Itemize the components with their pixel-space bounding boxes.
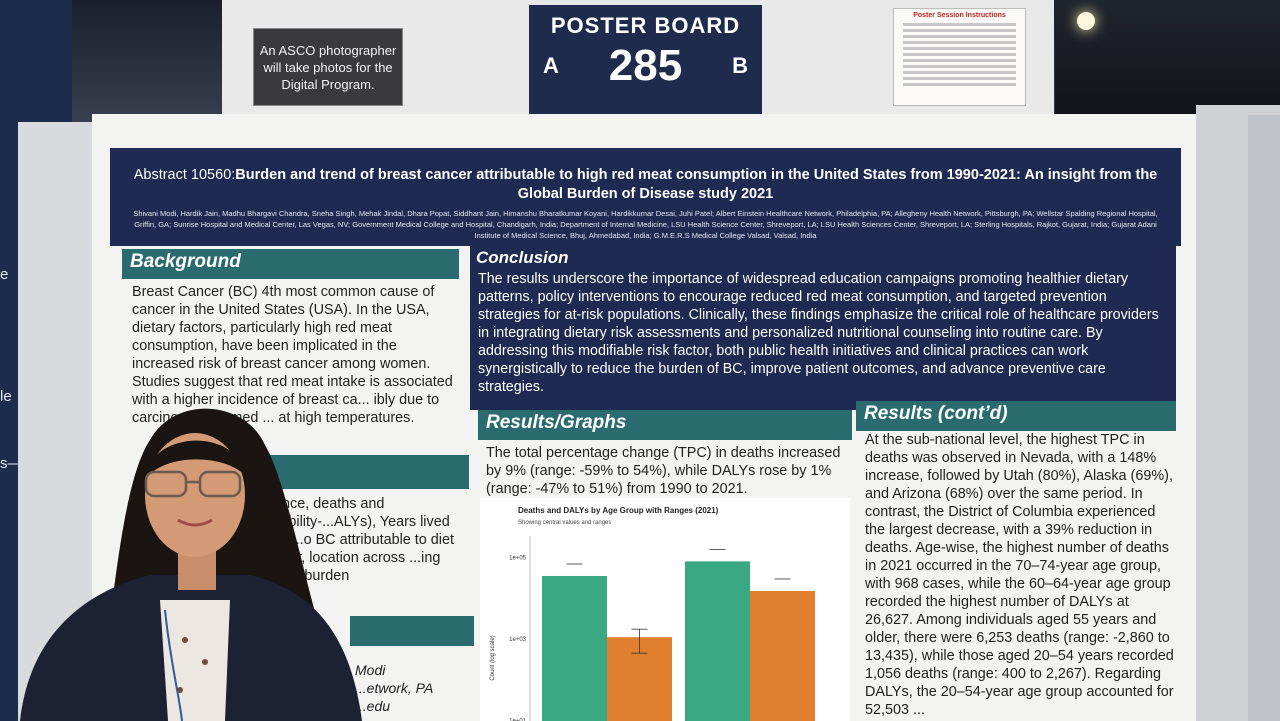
backdrop-text-3: s—: [0, 455, 23, 472]
board-side-a: A: [543, 53, 559, 78]
results-heading: Results/Graphs: [478, 410, 852, 440]
board-sign-title: POSTER BOARD: [550, 13, 741, 38]
board-side-b: B: [732, 53, 748, 78]
background-text: Breast Cancer (BC) 4th most common cause…: [132, 284, 453, 426]
chart-title: Deaths and DALYs by Age Group with Range…: [518, 506, 719, 515]
conclusion-panel: Conclusion The results underscore the im…: [470, 245, 1176, 410]
results-cont-text: At the sub-national level, the highest T…: [865, 432, 1174, 718]
poster-title-text: Burden and trend of breast cancer attrib…: [235, 167, 1158, 202]
contact-heading: [350, 616, 474, 646]
board-number: 285: [608, 41, 683, 90]
ceiling-light: [1077, 12, 1095, 30]
methods-text: ...ence, deaths and disability-...ALYs),…: [262, 496, 454, 584]
backdrop-text-2: le: [0, 388, 12, 405]
poster-board-sign: POSTER BOARD A 285 B: [529, 5, 762, 118]
chart-ytick-1: 1e+03: [509, 637, 527, 643]
chart-subtitle: Showing central values and ranges: [518, 520, 611, 526]
chart-bar-s0-g1: [685, 561, 750, 721]
poster-title: Abstract 10560:Burden and trend of breas…: [110, 148, 1181, 204]
poster-authors: Shivani Modi, Hardik Jain, Madhu Bhargav…: [133, 209, 1158, 240]
background-heading: Background: [122, 249, 459, 279]
poster-header: Abstract 10560:Burden and trend of breas…: [110, 148, 1181, 246]
session-instructions-sheet: Poster Session Instructions: [893, 8, 1026, 106]
conclusion-text: The results underscore the importance of…: [478, 271, 1159, 395]
hall-right-background: [1055, 0, 1280, 120]
photographer-notice-sign: An ASCO photographer will take photos fo…: [253, 28, 403, 106]
chart-ylabel: Count (log scale): [490, 635, 496, 680]
results-cont-heading: Results (cont’d): [856, 401, 1176, 431]
chart-svg: Deaths and DALYs by Age Group with Range…: [490, 506, 815, 721]
chart-ytick-2: 1e+05: [509, 555, 527, 561]
deaths-dalys-chart: Deaths and DALYs by Age Group with Range…: [480, 498, 850, 721]
backdrop-text-1: e: [0, 266, 9, 283]
abstract-label: Abstract 10560:: [133, 167, 236, 183]
contact-text: Modi ...etwork, PA ...edu: [355, 662, 434, 714]
conclusion-heading: Conclusion: [476, 248, 569, 267]
results-text: The total percentage change (TPC) in dea…: [486, 445, 841, 497]
chart-ytick-0: 1e+01: [509, 718, 527, 721]
board-frame-right-edge: [1248, 115, 1280, 721]
chart-bar-s1-g1: [750, 590, 815, 721]
chart-bar-s0-g0: [542, 575, 607, 721]
presenter-person: [20, 408, 362, 721]
methods-heading: [262, 455, 469, 489]
instructions-title: Poster Session Instructions: [913, 12, 1006, 19]
